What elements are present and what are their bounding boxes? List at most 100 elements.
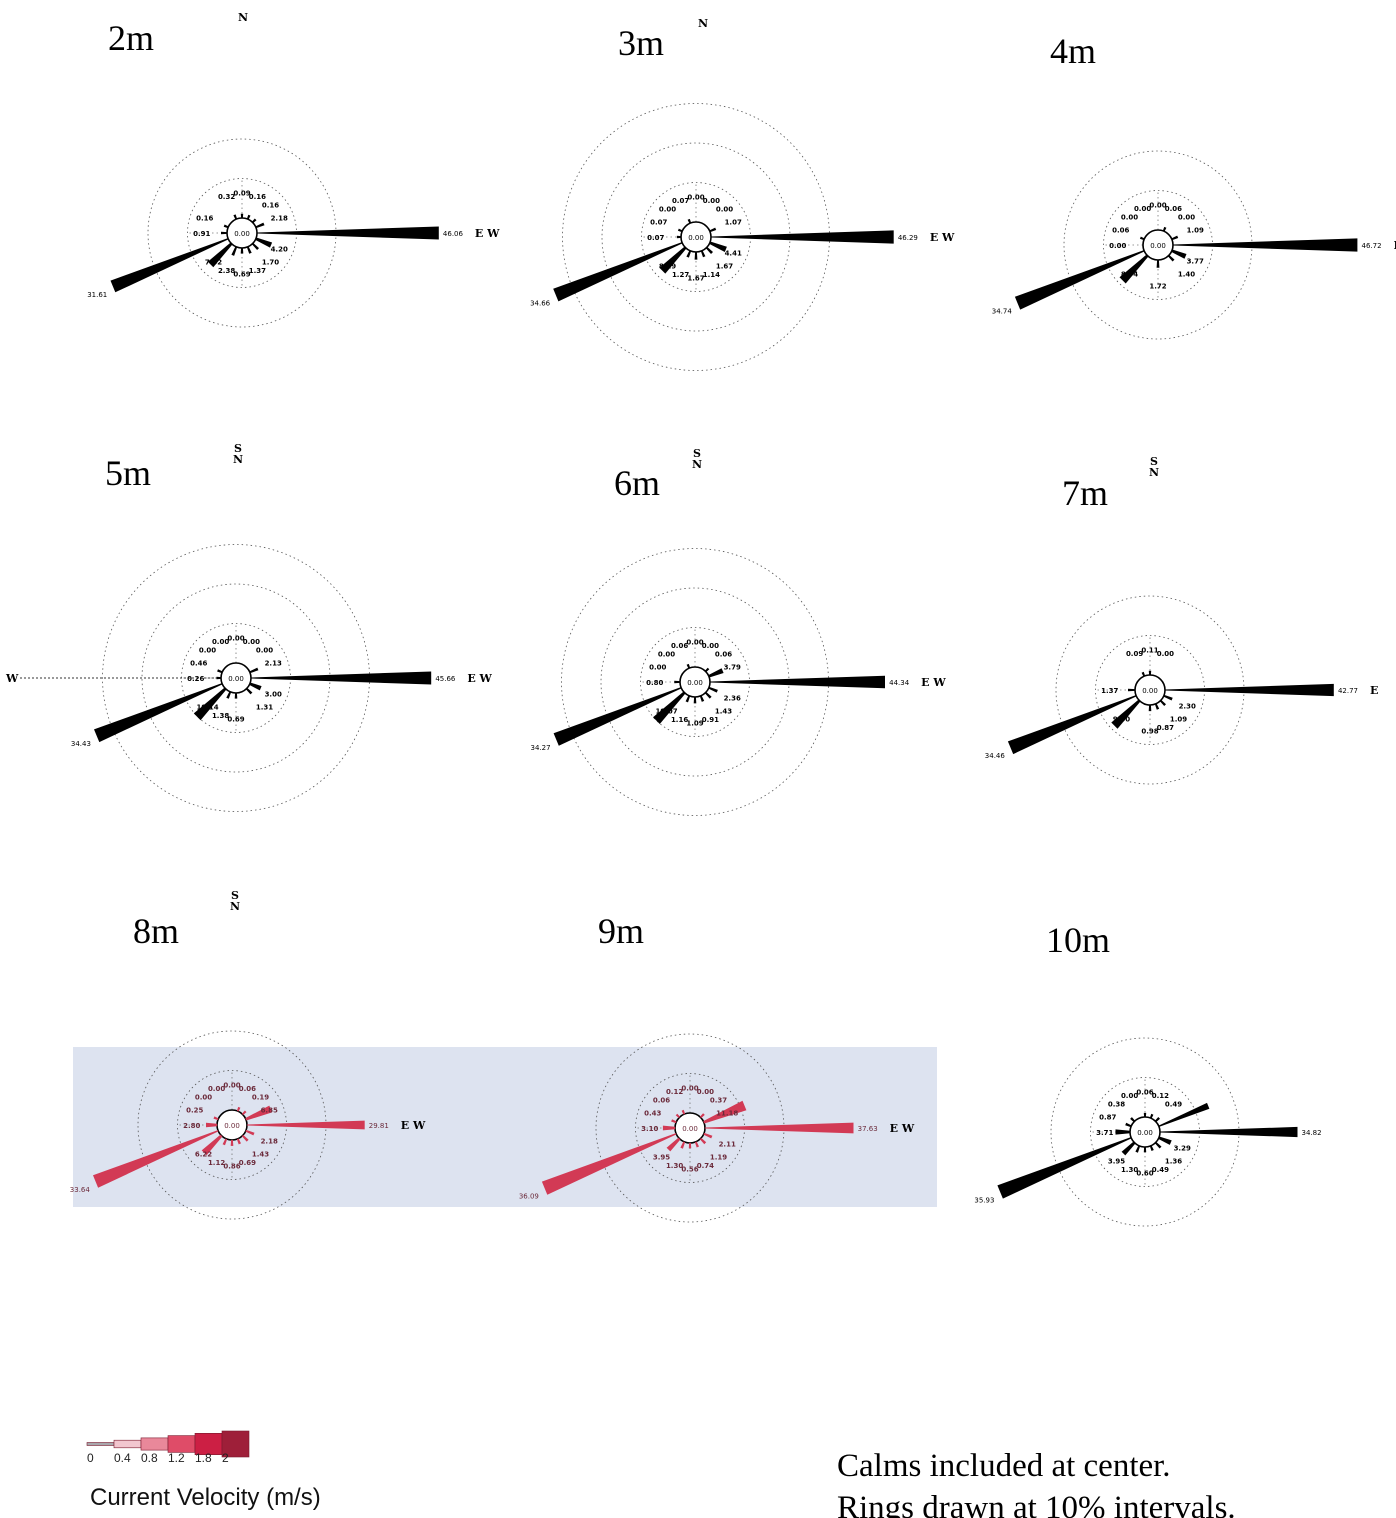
- direction-label: 0.09: [1126, 650, 1143, 658]
- rose-petal: [1111, 699, 1141, 729]
- rose-petal-east: [710, 675, 885, 689]
- rose-petal: [686, 663, 691, 669]
- side-compass-label: E W: [401, 1119, 426, 1132]
- rose-plot: 0.00 29.8133.640.000.060.196.852.181.430.…: [70, 1030, 426, 1220]
- rose-petal-wsw: [541, 1133, 677, 1195]
- side-compass-label: E W: [475, 227, 500, 240]
- side-compass-label: E W: [467, 672, 492, 685]
- petal-value-east: 37.63: [858, 1125, 878, 1133]
- direction-label: 0.69: [227, 715, 244, 723]
- direction-label: 0.00: [208, 1085, 225, 1093]
- rose-petal-wsw: [553, 242, 683, 302]
- direction-label: 0.25: [186, 1107, 203, 1115]
- direction-label: 0.16: [262, 202, 279, 210]
- direction-label: 0.00: [1121, 214, 1138, 222]
- direction-label: 0.00: [212, 638, 229, 646]
- rose-petal: [1171, 249, 1187, 259]
- rose-petal: [704, 691, 712, 699]
- petal-value-east: 29.81: [369, 1122, 389, 1130]
- rose-petal: [680, 1141, 686, 1149]
- rose-panel-8m: 8m S N 0.00 29.81 33.64 0.00 0.06 0.19 6.85 2.1…: [20, 885, 460, 1325]
- compass-letter: S: [693, 447, 701, 460]
- direction-label: 0.16: [196, 215, 213, 223]
- rose-petal: [249, 682, 262, 691]
- direction-label: 1.70: [262, 258, 279, 266]
- rose-plot: 0.00 46.7234.740.000.060.001.093.771.401.…: [992, 150, 1396, 340]
- direction-label: 0.00: [649, 664, 666, 672]
- direction-label: 9.00: [1113, 715, 1130, 723]
- direction-label: 6.85: [261, 1107, 278, 1115]
- rose-plot: 0.00 45.6634.430.000.000.002.133.001.310.…: [5, 544, 493, 812]
- rose-petal: [1149, 1145, 1154, 1151]
- compass-label: S N: [230, 890, 240, 912]
- direction-label: 3.95: [1108, 1157, 1125, 1165]
- direction-label: 0.06: [1165, 205, 1182, 213]
- rose-petal: [1148, 670, 1152, 675]
- direction-label: 0.26: [187, 675, 204, 683]
- compass-letter: S: [1150, 455, 1158, 468]
- direction-label: 1.38: [212, 712, 229, 720]
- calm-value: 0.00: [1137, 1129, 1153, 1137]
- rose-petal: [231, 246, 238, 256]
- direction-label: 0.38: [1108, 1101, 1125, 1109]
- rose-petal-wsw: [110, 238, 229, 293]
- rose-petal: [249, 667, 259, 674]
- rose-petal: [1154, 1117, 1160, 1123]
- side-compass-label: E W: [890, 1122, 915, 1135]
- rose-petal: [659, 246, 687, 274]
- direction-label: 0.56: [681, 1165, 698, 1173]
- rose-petal: [1143, 1112, 1147, 1117]
- rose-petal: [245, 1129, 255, 1136]
- side-compass-label: E W: [930, 231, 955, 244]
- rose-petal: [1162, 226, 1167, 232]
- rose-petal: [230, 1140, 234, 1146]
- petal-value-wsw: 34.27: [530, 744, 550, 752]
- rose-petal: [709, 241, 727, 252]
- direction-label: 0.86: [223, 1162, 240, 1170]
- direction-label: 0.06: [1136, 1089, 1153, 1097]
- direction-label: 1.09: [1187, 227, 1204, 235]
- rose-petal: [686, 250, 692, 258]
- rose-plot: 0.00 34.8235.930.060.120.493.291.360.490.…: [974, 1037, 1322, 1227]
- direction-label: 1.43: [252, 1150, 269, 1158]
- rose-petal: [703, 1100, 747, 1124]
- direction-label: 0.91: [193, 230, 210, 238]
- calm-value: 0.00: [228, 675, 244, 683]
- rose-petal: [223, 224, 229, 229]
- direction-label: 1.14: [703, 271, 720, 279]
- direction-label: 1.30: [666, 1162, 683, 1170]
- rose-petal: [236, 1138, 241, 1145]
- rose-plot: 0.00 44.3434.270.000.000.063.792.361.430.…: [530, 548, 946, 816]
- rose-petal: [246, 214, 251, 220]
- direction-label: 0.60: [1136, 1169, 1153, 1177]
- legend-segment: [86, 1442, 115, 1446]
- legend-tick: 1.2: [168, 1451, 185, 1465]
- rose-petal: [1158, 1136, 1172, 1145]
- rose-petal: [688, 1143, 692, 1149]
- rose-petal: [676, 235, 681, 239]
- rose-plot: 0.00 46.2934.660.000.000.001.074.411.671.…: [530, 103, 955, 371]
- petal-value-east: 34.82: [1302, 1129, 1322, 1137]
- legend-segment: [140, 1437, 169, 1451]
- direction-label: 1.09: [686, 719, 703, 727]
- direction-label: 0.00: [1157, 650, 1174, 658]
- rose-plot: 0.00 37.6336.090.000.000.3711.182.111.190…: [519, 1033, 915, 1223]
- side-compass-label: E: [1394, 239, 1396, 252]
- rose-petal: [671, 1119, 677, 1124]
- direction-label: 3.00: [265, 690, 282, 698]
- rose-petal: [217, 669, 223, 674]
- note-calms: Calms included at center.: [837, 1448, 1171, 1484]
- depth-title: 6m: [614, 463, 661, 503]
- direction-label: 0.00: [256, 647, 273, 655]
- rose-petal-east: [1160, 1126, 1298, 1138]
- petal-value-east: 45.66: [435, 675, 456, 683]
- note-rings: Rings drawn at 10% intervals.: [837, 1490, 1236, 1518]
- legend-title: Current Velocity (m/s): [90, 1484, 321, 1511]
- direction-label: 1.43: [715, 707, 732, 715]
- direction-label: 1.09: [1170, 715, 1187, 723]
- compass-label: S N: [1149, 456, 1159, 478]
- petal-value-east: 46.72: [1362, 242, 1382, 250]
- rose-petal: [1135, 1145, 1141, 1153]
- petal-value-wsw: 33.64: [70, 1186, 91, 1194]
- direction-label: 8.94: [1121, 270, 1138, 278]
